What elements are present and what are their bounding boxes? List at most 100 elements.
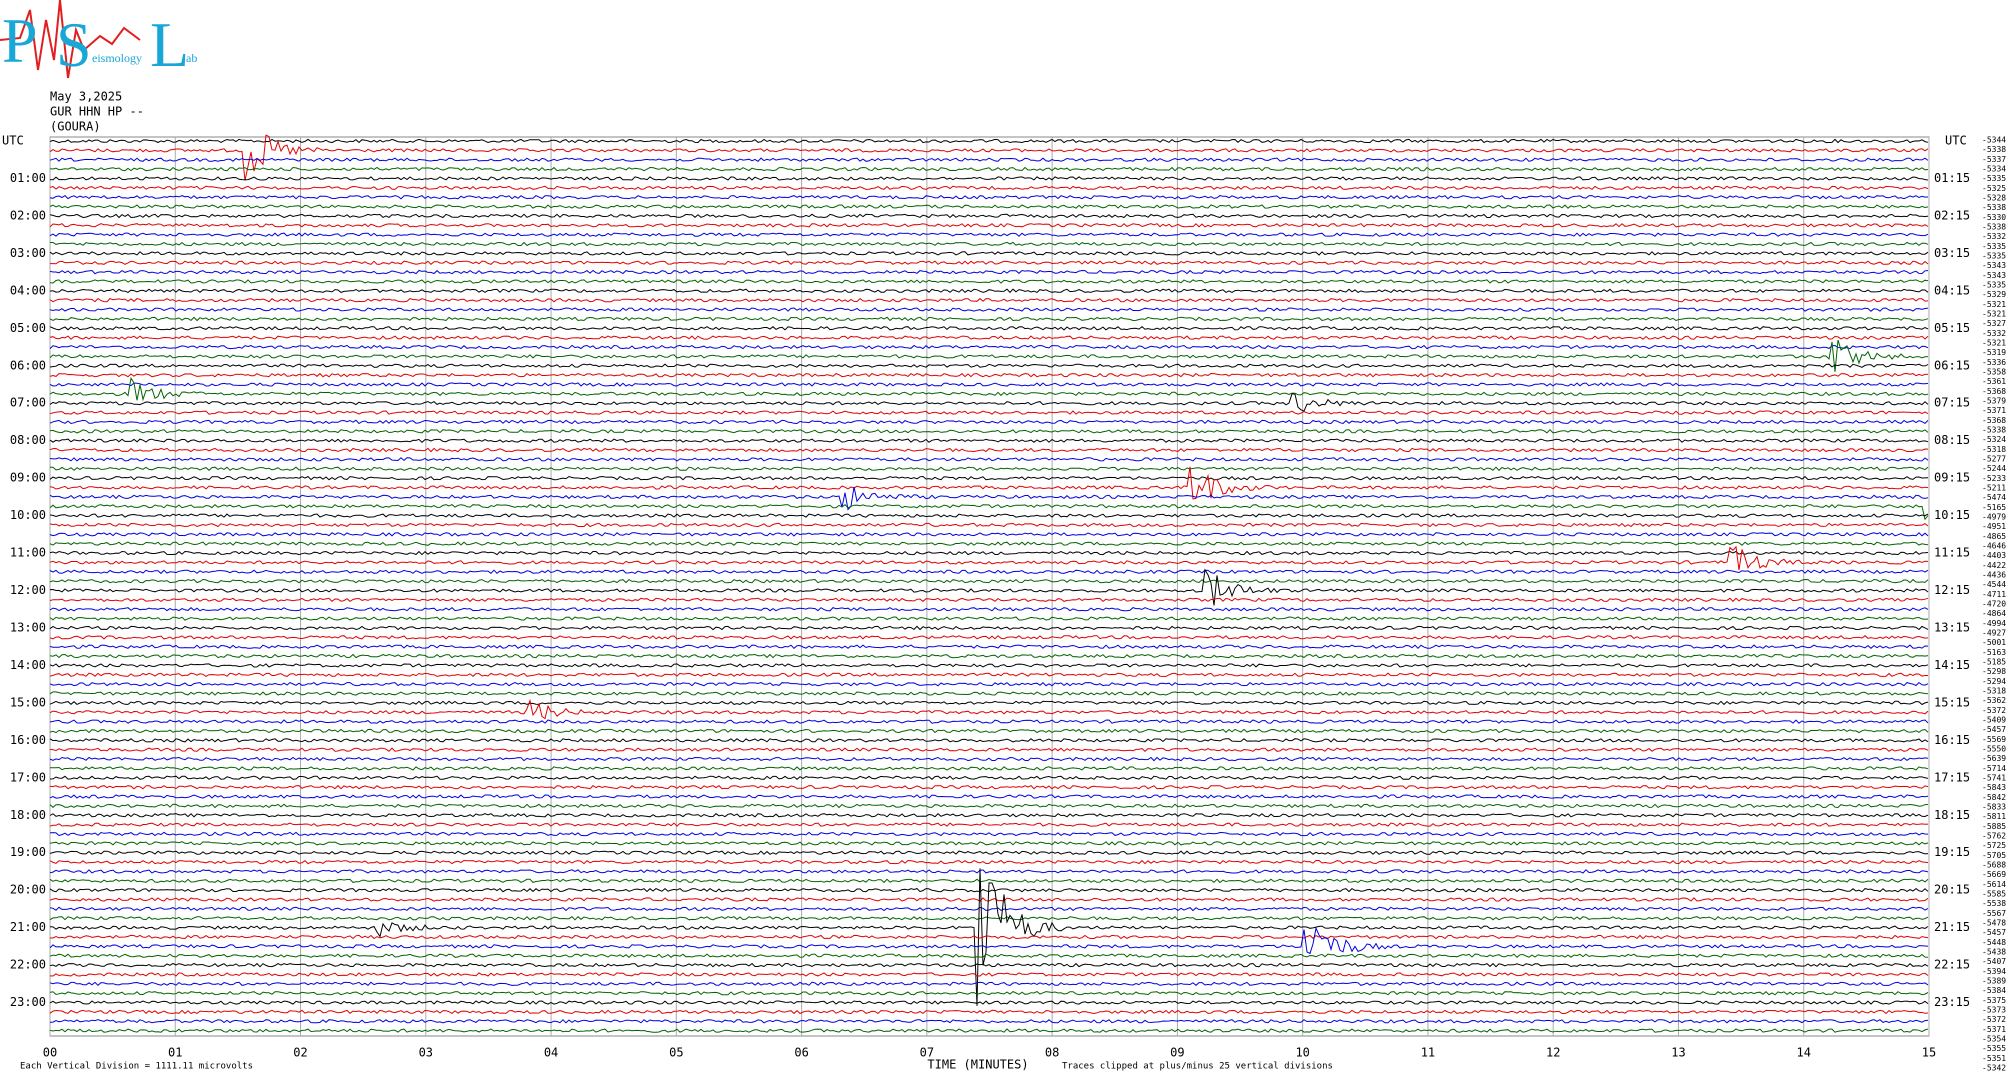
trace	[49, 166, 1929, 172]
trace-offset: -5329	[1982, 290, 2006, 299]
trace	[49, 204, 1929, 209]
trace-offset: -4720	[1982, 600, 2006, 609]
trace-offset: -5294	[1982, 677, 2006, 686]
trace	[49, 813, 1929, 818]
trace-offset: -5885	[1982, 822, 2006, 831]
trace-offset: -5741	[1982, 774, 2006, 783]
trace	[49, 545, 1929, 571]
trace-offset: -5358	[1982, 368, 2006, 377]
trace	[49, 869, 1929, 874]
trace	[49, 316, 1929, 322]
trace-offset: -4544	[1982, 580, 2006, 589]
trace	[49, 569, 1929, 575]
trace	[49, 475, 1929, 481]
trace-offset: -5714	[1982, 764, 2006, 773]
left-hour-label: 13:00	[10, 620, 46, 634]
trace-offset: -5373	[1982, 1006, 2006, 1015]
left-hour-label: 19:00	[10, 845, 46, 859]
trace	[49, 307, 1929, 312]
trace-offset: -5614	[1982, 880, 2006, 889]
logo-text: ab	[186, 51, 197, 65]
trace	[50, 466, 1929, 472]
trace	[49, 728, 1929, 734]
trace-offset: -5211	[1982, 484, 2006, 493]
trace	[49, 532, 1929, 537]
trace-offset: -4711	[1982, 590, 2006, 599]
trace	[49, 756, 1929, 762]
trace	[49, 578, 1929, 584]
trace	[49, 698, 1929, 720]
trace-offset: -5669	[1982, 870, 2006, 879]
trace	[49, 972, 1929, 977]
trace	[49, 859, 1929, 865]
x-tick-label: 09	[1170, 1046, 1184, 1060]
trace	[49, 850, 1929, 855]
trace-offset: -4646	[1982, 542, 2006, 551]
right-hour-label: 14:15	[1934, 658, 1970, 672]
right-hour-label: 21:15	[1934, 920, 1970, 934]
x-tick-label: 01	[168, 1046, 182, 1060]
trace	[49, 269, 1929, 275]
left-hour-label: 10:00	[10, 508, 46, 522]
logo-letter: S	[56, 9, 92, 80]
trace	[49, 616, 1929, 621]
trace	[49, 447, 1929, 453]
trace-offset: -4951	[1982, 522, 2006, 531]
left-hour-label: 04:00	[10, 283, 46, 297]
trace	[49, 223, 1929, 228]
trace-offset: -5325	[1982, 184, 2006, 193]
x-tick-label: 00	[43, 1046, 57, 1060]
trace-offset: -5342	[1982, 1064, 2006, 1073]
trace	[49, 962, 1929, 968]
x-tick-label: 10	[1295, 1046, 1309, 1060]
trace	[49, 878, 1929, 884]
x-tick-label: 14	[1797, 1046, 1811, 1060]
trace	[49, 794, 1929, 799]
trace-offset: -5338	[1982, 203, 2006, 212]
trace-offset: -5332	[1982, 329, 2006, 338]
left-hour-label: 16:00	[10, 733, 46, 747]
left-hour-label: 22:00	[10, 958, 46, 972]
trace-offset: -5639	[1982, 754, 2006, 763]
trace-offset: -5371	[1982, 1025, 2006, 1034]
trace-offset: -4994	[1982, 619, 2006, 628]
trace	[49, 288, 1929, 294]
trace-offset: -5343	[1982, 271, 2006, 280]
trace	[49, 644, 1929, 650]
logo-letter: L	[150, 9, 189, 80]
left-hour-label: 21:00	[10, 920, 46, 934]
right-hour-label: 04:15	[1934, 283, 1970, 297]
trace	[49, 831, 1929, 837]
x-tick-label: 15	[1922, 1046, 1936, 1060]
trace-offset: -5334	[1982, 165, 2006, 174]
trace	[50, 260, 1929, 265]
trace	[49, 466, 1929, 500]
trace-offset: -5354	[1982, 1035, 2006, 1044]
trace-offset: -5843	[1982, 783, 2006, 792]
trace	[49, 1019, 1929, 1024]
trace-offset: -5324	[1982, 435, 2006, 444]
trace	[49, 719, 1929, 724]
trace	[49, 953, 1929, 958]
trace-offset: -5842	[1982, 793, 2006, 802]
left-hour-label: 09:00	[10, 471, 46, 485]
date: May 3,2025	[50, 90, 122, 104]
trace-offset: -5233	[1982, 474, 2006, 483]
trace	[49, 1000, 1929, 1005]
right-hour-label: 06:15	[1934, 358, 1970, 372]
trace	[49, 775, 1929, 781]
trace	[49, 653, 1929, 659]
logo-text: eismology	[92, 51, 142, 65]
trace	[49, 138, 1929, 144]
right-hour-label: 19:15	[1934, 845, 1970, 859]
left-hour-label: 07:00	[10, 396, 46, 410]
x-tick-label: 03	[419, 1046, 433, 1060]
trace-offset: -5474	[1982, 493, 2006, 502]
trace	[49, 550, 1929, 556]
trace-offset: -4979	[1982, 513, 2006, 522]
trace-offset: -5351	[1982, 1054, 2006, 1063]
trace-offset: -5244	[1982, 464, 2006, 473]
trace	[49, 194, 1929, 200]
left-hour-label: 14:00	[10, 658, 46, 672]
logo-wave	[0, 0, 141, 79]
